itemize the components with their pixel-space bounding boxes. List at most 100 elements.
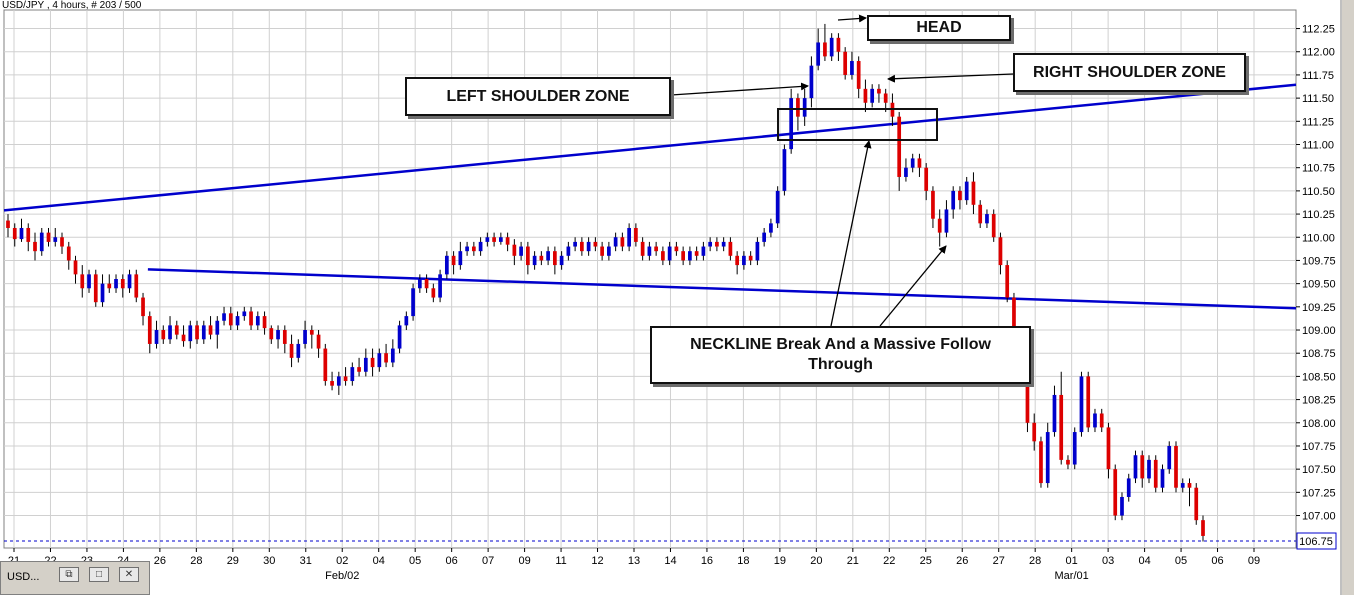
y-tick-label: 111.00	[1302, 140, 1334, 152]
candle	[674, 241, 679, 256]
time-axis[interactable]: 2122232426282930310204050607091112131416…	[8, 548, 1260, 582]
y-tick-label: 107.50	[1302, 464, 1336, 476]
candle-body	[910, 158, 915, 168]
candle	[242, 306, 247, 321]
candle-body	[991, 214, 996, 238]
x-tick-label: 07	[482, 555, 494, 567]
candle-body	[323, 348, 328, 382]
y-tick-label: 108.25	[1302, 395, 1336, 407]
candle-body	[107, 283, 112, 289]
candle-body	[174, 325, 179, 335]
x-tick-label: 22	[883, 555, 895, 567]
candle	[829, 33, 834, 62]
candle	[303, 320, 307, 349]
candle	[1160, 464, 1165, 493]
candle-body	[438, 274, 442, 298]
candle-body	[1093, 413, 1097, 428]
window-scrollbar[interactable]	[1342, 0, 1354, 595]
candle-body	[836, 37, 841, 52]
candle	[634, 223, 638, 247]
candle	[985, 209, 989, 228]
candle-body	[242, 311, 247, 317]
maximize-icon[interactable]: □	[89, 567, 109, 582]
candle-body	[593, 241, 598, 247]
candle	[363, 348, 368, 377]
restore-icon[interactable]: ⧉	[59, 567, 79, 582]
candle	[1194, 483, 1199, 525]
candle-body	[823, 42, 827, 57]
candle-body	[53, 237, 58, 242]
candle	[802, 88, 807, 126]
candle-body	[613, 237, 618, 247]
y-tick-label: 108.50	[1302, 371, 1336, 383]
x-tick-label: 16	[701, 555, 713, 567]
candle	[863, 79, 868, 113]
candle	[897, 112, 902, 191]
candle-body	[661, 251, 665, 261]
candle-body	[154, 330, 159, 344]
candle-body	[964, 181, 969, 201]
candle-body	[904, 167, 908, 177]
candle	[181, 325, 186, 347]
left-shoulder-arrow	[670, 82, 809, 96]
candle-body	[829, 37, 834, 57]
candle-body	[573, 241, 577, 247]
candle	[640, 237, 645, 261]
candle	[809, 56, 814, 108]
candle-body	[1066, 459, 1070, 465]
candle	[620, 232, 625, 252]
right-shoulder-arrow	[887, 73, 1014, 83]
price-axis[interactable]: 107.00 107.25 107.50 107.75 108.00 108.25 108.…	[1296, 24, 1336, 523]
candle-body	[1201, 520, 1205, 536]
candle	[255, 311, 260, 331]
candle-body	[1194, 487, 1199, 521]
candle-body	[775, 190, 780, 224]
candle-body	[694, 251, 699, 256]
x-tick-label: 04	[373, 555, 385, 567]
candle-body	[1012, 297, 1016, 335]
candle	[120, 274, 125, 298]
candle	[1066, 455, 1070, 470]
candle-body	[1086, 376, 1091, 428]
candle-body	[262, 316, 267, 329]
candle-body	[681, 251, 685, 261]
chart-title: USD/JPY , 4 hours, # 203 / 500	[2, 0, 142, 11]
candle-body	[863, 88, 868, 103]
candle-body	[222, 313, 226, 321]
candle	[937, 209, 942, 247]
candle	[1106, 422, 1111, 479]
candle	[789, 88, 794, 154]
candle	[114, 274, 118, 293]
x-period-label: Feb/02	[325, 570, 359, 582]
x-tick-label: 29	[227, 555, 239, 567]
candle-body	[39, 232, 44, 252]
x-tick-label: 09	[1248, 555, 1260, 567]
candle-body	[1126, 478, 1131, 497]
candle-body	[458, 251, 463, 266]
candle	[12, 223, 17, 247]
candle	[1187, 478, 1192, 507]
candle	[444, 251, 449, 279]
candle-body	[1113, 469, 1118, 516]
candle-body	[309, 330, 314, 335]
window-tab-label[interactable]: USD...	[7, 571, 40, 583]
close-icon[interactable]: ✕	[119, 567, 139, 582]
candle	[951, 186, 956, 219]
candle	[201, 320, 206, 344]
candle	[19, 218, 24, 242]
x-tick-label: 03	[1102, 555, 1114, 567]
candle-body	[640, 241, 645, 256]
candle-body	[168, 325, 172, 340]
candle	[1059, 371, 1064, 465]
candle-body	[195, 325, 199, 340]
window-tab[interactable]: USD... ⧉ □ ✕	[0, 561, 150, 595]
candle	[404, 311, 409, 331]
candle-body	[424, 279, 429, 289]
candle-body	[1099, 413, 1104, 428]
candle-body	[519, 246, 523, 256]
candle-body	[397, 325, 402, 349]
candle-body	[667, 246, 672, 261]
candle-body	[1059, 394, 1064, 460]
candle	[870, 84, 875, 108]
candle	[661, 246, 665, 266]
